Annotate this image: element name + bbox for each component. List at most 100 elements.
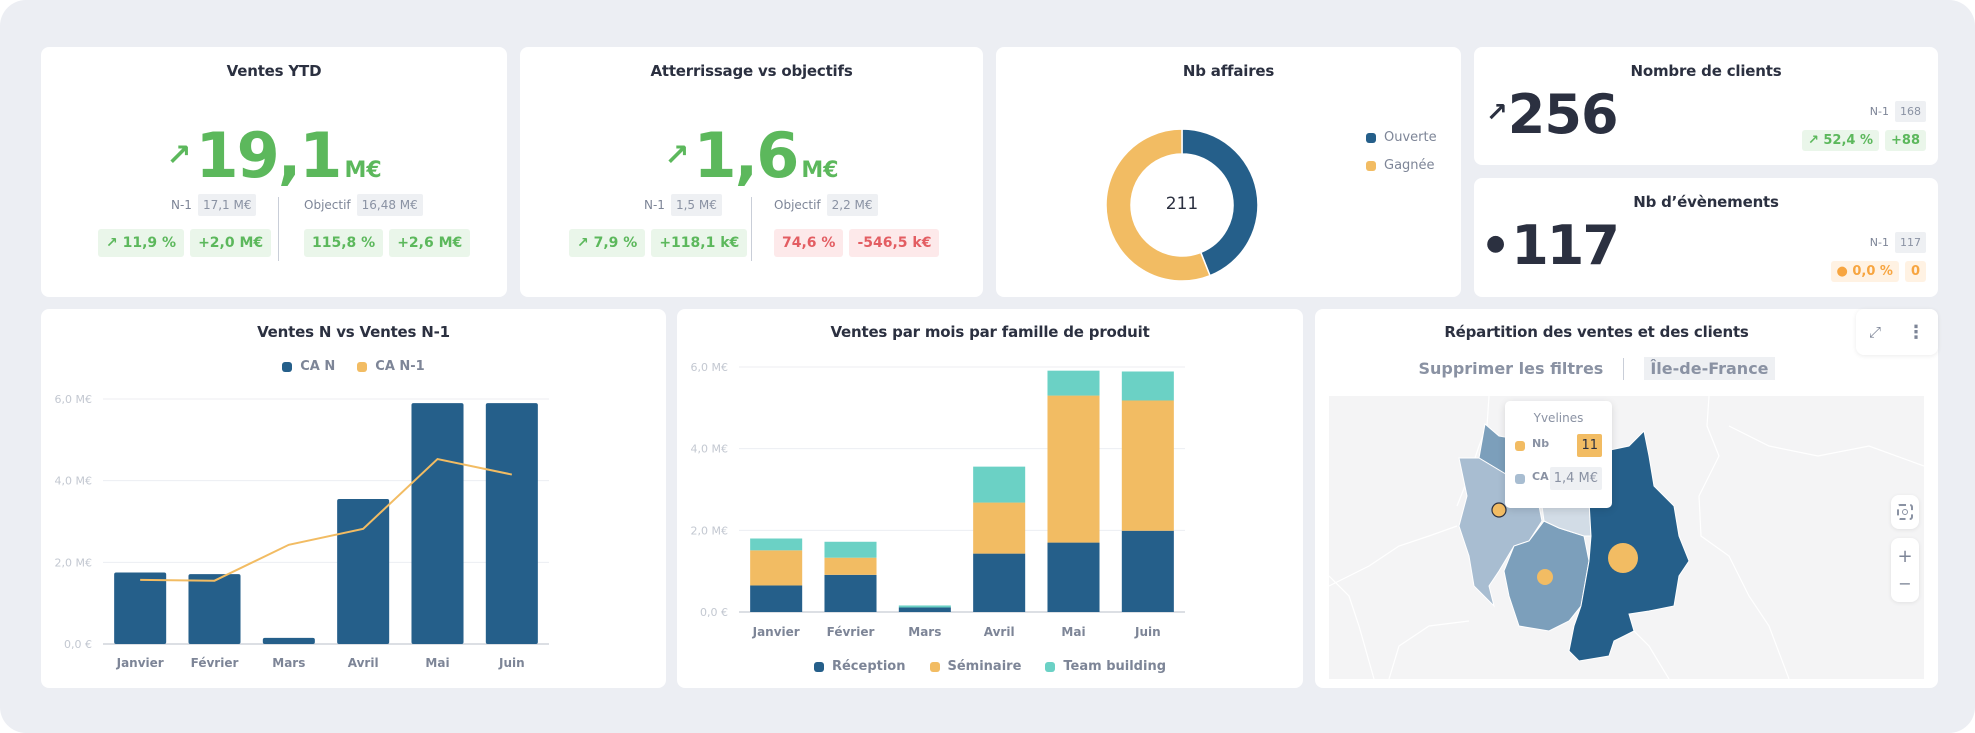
bar-segment-r-ception: [750, 585, 803, 612]
y-tick-label: 2,0 M€: [691, 524, 728, 537]
donut-chart: [1105, 128, 1259, 282]
bar-segment-r-ception: [898, 607, 951, 612]
ile-de-france-map[interactable]: [1329, 396, 1924, 679]
donut-center-label: 211: [1165, 194, 1199, 214]
border-line: [1698, 396, 1790, 679]
x-tick-label: Avril: [984, 625, 1015, 639]
n1-reference: N-1 168: [1870, 101, 1926, 122]
y-tick-label: 6,0 M€: [55, 393, 92, 406]
legend-item-gagnee[interactable]: Gagnée: [1366, 158, 1437, 173]
card-title: Ventes YTD: [226, 62, 322, 80]
objectif-pct-chip: 115,8 %: [304, 229, 384, 257]
n1-reference: N-1 17,1 M€: [171, 194, 257, 216]
chart-card-nb-affaires: Nb affaires 211 Ouverte Gagnée: [996, 47, 1461, 297]
active-filter-chip[interactable]: Île-de-France: [1644, 357, 1775, 380]
bar-segment-s-minaire: [824, 557, 877, 575]
legend-swatch: [813, 661, 824, 672]
pct-chip: ● 0,0 %: [1830, 261, 1899, 282]
n1-value: 168: [1895, 101, 1926, 122]
bubble-essonne[interactable]: [1537, 569, 1553, 585]
variation: ↗ 52,4 % +88: [1801, 130, 1926, 151]
bar-segment-r-ception: [1047, 542, 1100, 612]
legend-label: Séminaire: [947, 659, 1022, 674]
bar-ca-n: [188, 574, 241, 644]
arrow-up-right-icon: ↗: [166, 138, 192, 173]
legend-item-reception[interactable]: Réception: [813, 659, 906, 674]
bar-segment-s-minaire: [1121, 400, 1174, 531]
filter-bar: Supprimer les filtres Île-de-France: [1315, 357, 1878, 380]
map-canvas[interactable]: [1329, 396, 1924, 679]
legend-swatch: [1366, 132, 1376, 143]
legend-swatch: [929, 661, 940, 672]
border-line: [1728, 425, 1924, 467]
donut-slice-ouverte: [1181, 128, 1259, 277]
bar-line-chart: 0,0 € 2,0 M€ 4,0 M€ 6,0 M€ Janvier Février Mar…: [55, 393, 549, 670]
objectif-delta-chip: +2,6 M€: [389, 229, 471, 257]
kpi-main-value: ● 117: [1486, 214, 1620, 277]
clear-filters-button[interactable]: Supprimer les filtres: [1418, 359, 1604, 378]
kpi-number: 256: [1507, 83, 1619, 146]
n1-value: 17,1 M€: [197, 194, 257, 216]
n1-pct-chip: ↗ 11,9 %: [98, 229, 185, 257]
n1-variation: ↗ 7,9 % +118,1 k€: [569, 229, 748, 257]
y-tick-label: 0,0 €: [700, 606, 728, 619]
n1-label: N-1: [1869, 105, 1889, 118]
objectif-delta-chip: -546,5 k€: [849, 229, 940, 257]
x-tick-label: Mars: [908, 625, 941, 639]
legend-item-seminaire[interactable]: Séminaire: [929, 659, 1022, 674]
dot-neutral-icon: ●: [1486, 231, 1506, 256]
zoom-in-button[interactable]: +: [1897, 546, 1913, 567]
legend-item-ouverte[interactable]: Ouverte: [1366, 130, 1437, 145]
bar-segment-s-minaire: [750, 550, 803, 586]
x-tick-label: Juin: [498, 656, 525, 670]
bubble-seine-et-marne[interactable]: [1608, 543, 1638, 573]
objectif-label: Objectif: [304, 198, 351, 212]
legend-item-ca-n[interactable]: CA N: [282, 359, 335, 374]
border-line: [1329, 575, 1375, 679]
recenter-button[interactable]: [1891, 495, 1919, 529]
n1-label: N-1: [1869, 236, 1889, 249]
n1-pct-chip: ↗ 7,9 %: [569, 229, 646, 257]
bar-ca-n: [337, 499, 390, 644]
objectif-pct-chip: 74,6 %: [774, 229, 844, 257]
delta-chip: +88: [1885, 130, 1926, 151]
bubble-yvelines[interactable]: [1491, 502, 1507, 518]
divider: [278, 197, 279, 261]
pct-chip: ↗ 52,4 %: [1801, 130, 1880, 151]
n1-reference: N-1 117: [1870, 232, 1926, 253]
n1-label: N-1: [644, 198, 665, 212]
n1-value: 117: [1895, 232, 1926, 253]
filter-divider: [1623, 357, 1625, 380]
focus-dot: [1902, 509, 1908, 515]
objectif-variation: 74,6 % -546,5 k€: [774, 229, 940, 257]
arrow-up-right-icon: ↗: [664, 138, 690, 173]
bar-segment-team-building: [750, 538, 803, 551]
kpi-number: 117: [1511, 214, 1620, 277]
tooltip-ca-value: 1,4 M€: [1549, 467, 1602, 490]
more-vertical-icon[interactable]: ⋮: [1906, 321, 1925, 343]
kpi-unit: M€: [801, 158, 839, 183]
n1-variation: ↗ 11,9 % +2,0 M€: [98, 229, 272, 257]
border-line: [1388, 620, 1470, 679]
x-tick-label: Mars: [272, 656, 305, 670]
legend-item-ca-n1[interactable]: CA N-1: [357, 359, 425, 374]
card-toolbar: ⤢ ⋮: [1856, 309, 1938, 355]
bar-ca-n: [262, 637, 315, 644]
divider: [751, 197, 752, 261]
card-title: Nombre de clients: [1630, 62, 1782, 80]
bar-segment-r-ception: [824, 574, 877, 612]
focus-frame-icon: [1897, 504, 1913, 520]
objectif-reference: Objectif 16,48 M€: [304, 194, 423, 216]
map-card: Répartition des ventes et des clients ⤢ …: [1315, 309, 1938, 688]
legend-label: Ouverte: [1384, 130, 1437, 145]
tooltip-ca-label: CA: [1532, 470, 1549, 483]
x-tick-label: Février: [191, 656, 239, 670]
bar-segment-team-building: [824, 541, 877, 558]
expand-icon[interactable]: ⤢: [1868, 323, 1881, 341]
tooltip-nb-label: Nb: [1532, 437, 1550, 450]
ca-swatch: [1515, 474, 1525, 484]
bar-ca-n: [485, 403, 538, 644]
chart-card-ventes-n-vs-n1: Ventes N vs Ventes N-1 CA N CA N-1 0,0 €…: [41, 309, 666, 688]
legend-item-team-building[interactable]: Team building: [1045, 659, 1166, 674]
zoom-out-button[interactable]: −: [1898, 574, 1912, 593]
